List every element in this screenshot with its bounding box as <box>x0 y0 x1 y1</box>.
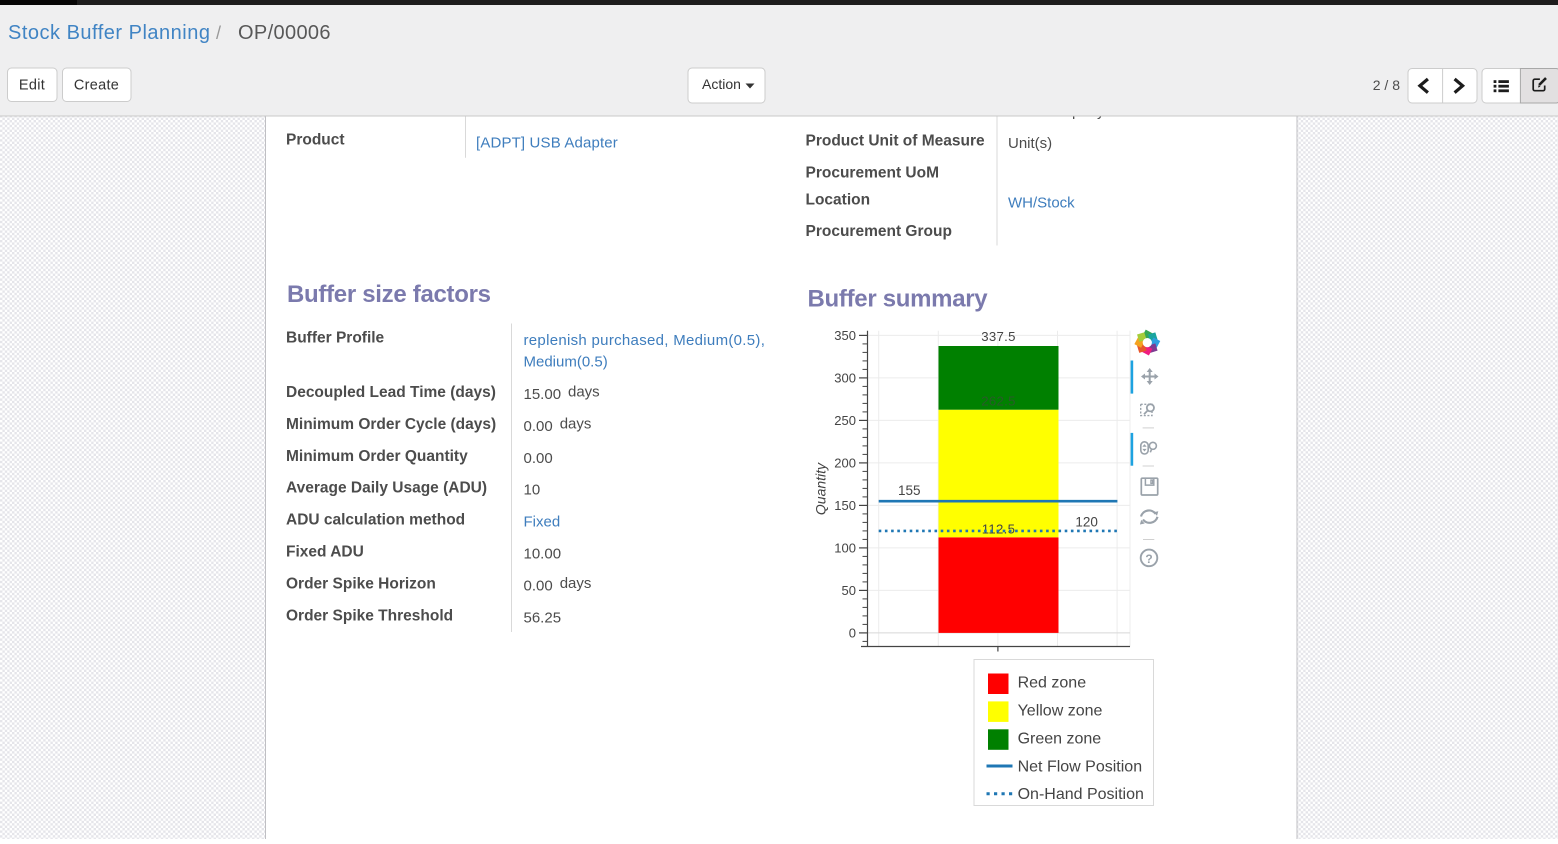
svg-text:337.5: 337.5 <box>981 329 1016 344</box>
svg-text:Minimum Order Quantity: Minimum Order Quantity <box>286 448 468 465</box>
svg-text:10.00: 10.00 <box>524 546 562 563</box>
svg-text:Order Spike Horizon: Order Spike Horizon <box>286 575 436 592</box>
svg-text:Medium(0.5): Medium(0.5) <box>524 354 608 371</box>
svg-text:10: 10 <box>524 482 541 499</box>
svg-text:Location: Location <box>806 192 871 209</box>
svg-text:Fixed: Fixed <box>524 514 561 531</box>
svg-text:112.5: 112.5 <box>982 521 1016 536</box>
svg-text:Yellow zone: Yellow zone <box>1018 703 1103 720</box>
svg-text:56.25: 56.25 <box>524 609 562 626</box>
svg-text:Order Spike Threshold: Order Spike Threshold <box>286 607 453 624</box>
svg-text:Green zone: Green zone <box>1018 730 1102 747</box>
svg-text:Average Daily Usage (ADU): Average Daily Usage (ADU) <box>286 480 487 497</box>
svg-text:120: 120 <box>1075 514 1098 529</box>
svg-text:Stock Buffer Planning: Stock Buffer Planning <box>8 22 210 44</box>
svg-text:150: 150 <box>834 498 856 513</box>
svg-text:Minimum Order Cycle (days): Minimum Order Cycle (days) <box>286 416 496 433</box>
svg-text:Product: Product <box>286 132 345 149</box>
svg-text:?: ? <box>1145 552 1152 566</box>
svg-text:Red zone: Red zone <box>1018 675 1087 692</box>
svg-text:0.00: 0.00 <box>524 418 553 435</box>
svg-text:Unit(s): Unit(s) <box>1008 135 1052 152</box>
svg-text:15.00: 15.00 <box>524 386 562 403</box>
svg-text:300: 300 <box>834 370 856 385</box>
svg-text:Net Flow Position: Net Flow Position <box>1018 758 1143 775</box>
svg-text:Create: Create <box>74 78 119 94</box>
svg-text:0.00: 0.00 <box>524 450 553 467</box>
svg-text:Decoupled Lead Time (days): Decoupled Lead Time (days) <box>286 384 496 401</box>
svg-text:0: 0 <box>849 625 856 640</box>
svg-text:days: days <box>560 415 592 432</box>
svg-text:155: 155 <box>898 483 921 498</box>
svg-text:[ADPT] USB Adapter: [ADPT] USB Adapter <box>476 135 618 152</box>
svg-text:2 / 8: 2 / 8 <box>1373 77 1400 93</box>
svg-text:ADU calculation method: ADU calculation method <box>286 512 465 529</box>
svg-text:Buffer Profile: Buffer Profile <box>286 330 385 347</box>
svg-text:262.5: 262.5 <box>981 393 1016 408</box>
svg-text:On-Hand Position: On-Hand Position <box>1018 786 1144 803</box>
svg-text:days: days <box>560 575 592 592</box>
svg-text:0.00: 0.00 <box>524 577 553 594</box>
svg-text:Product Unit of Measure: Product Unit of Measure <box>806 133 986 150</box>
svg-text:50: 50 <box>842 583 856 598</box>
svg-text:days: days <box>568 384 600 401</box>
svg-text:Buffer size factors: Buffer size factors <box>287 281 491 308</box>
svg-text:replenish purchased, Medium(0.: replenish purchased, Medium(0.5), <box>524 332 766 349</box>
svg-text:100: 100 <box>834 540 856 555</box>
svg-text:Edit: Edit <box>19 78 45 94</box>
svg-text:Fixed ADU: Fixed ADU <box>286 544 364 561</box>
svg-text:OP/00006: OP/00006 <box>238 22 331 44</box>
svg-text:350: 350 <box>834 328 856 343</box>
svg-text:Buffer summary: Buffer summary <box>808 285 989 312</box>
svg-text:Procurement Group: Procurement Group <box>806 223 952 240</box>
svg-text:WH/Stock: WH/Stock <box>1008 195 1075 212</box>
svg-text:Quantity: Quantity <box>813 462 829 515</box>
svg-text:200: 200 <box>834 455 856 470</box>
svg-text:250: 250 <box>834 413 856 428</box>
svg-text:/: / <box>216 23 221 43</box>
svg-text:Action: Action <box>702 76 741 92</box>
svg-text:Procurement UoM: Procurement UoM <box>806 165 940 182</box>
